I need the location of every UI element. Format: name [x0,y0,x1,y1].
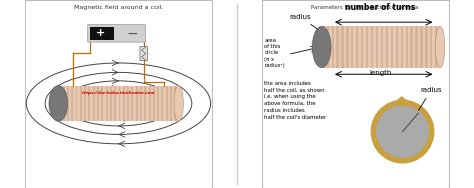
Bar [174,86,176,121]
Bar [386,26,388,68]
FancyBboxPatch shape [140,47,147,61]
Bar [346,26,348,68]
Text: length: length [370,70,392,77]
Bar [356,26,358,68]
Text: radius: radius [414,87,442,118]
Text: number of turns: number of turns [345,3,415,12]
Bar [90,27,114,40]
Bar [84,86,86,121]
Bar [401,26,403,68]
Bar [110,86,112,121]
Bar [366,26,368,68]
Text: +: + [96,28,105,38]
Bar [166,86,168,121]
Polygon shape [392,97,413,105]
Bar [157,86,159,121]
Bar [144,86,146,121]
Bar [131,86,133,121]
Bar [391,26,393,68]
Bar [381,26,383,68]
Text: https://dw-inductionheater.com: https://dw-inductionheater.com [82,91,155,95]
Bar [162,86,164,121]
Ellipse shape [312,26,331,68]
Bar [331,26,334,68]
Ellipse shape [436,26,445,68]
Bar [170,86,172,121]
Text: Parameters for the inductance formula: Parameters for the inductance formula [311,5,419,10]
Text: −: − [127,26,138,40]
Bar [435,26,438,68]
Ellipse shape [49,86,68,121]
Bar [420,26,423,68]
Ellipse shape [174,86,183,121]
FancyBboxPatch shape [88,25,146,42]
Bar [415,26,418,68]
Bar [337,26,339,68]
Bar [118,86,120,121]
Bar [327,26,329,68]
Ellipse shape [371,100,435,164]
Bar [63,86,64,121]
Ellipse shape [376,105,429,158]
Text: area
of this
circle
(π x
radius²): area of this circle (π x radius²) [264,38,285,68]
Text: radius: radius [290,14,320,31]
Text: Magnetic field around a coil.: Magnetic field around a coil. [74,5,163,10]
Bar [136,86,137,121]
Bar [67,86,69,121]
Bar [430,26,432,68]
Bar [396,26,398,68]
Bar [58,86,179,121]
Bar [322,26,440,68]
Bar [351,26,354,68]
Bar [140,86,142,121]
Bar [97,86,99,121]
Bar [114,86,116,121]
Bar [341,26,344,68]
Text: the area includes
half the coil, as shown
i.e. when using the
above formula, the: the area includes half the coil, as show… [264,81,327,120]
Bar [361,26,364,68]
Bar [101,86,103,121]
Bar [371,26,373,68]
Bar [123,86,125,121]
Bar [75,86,77,121]
Bar [406,26,408,68]
Bar [80,86,82,121]
Bar [93,86,95,121]
Bar [376,26,378,68]
Bar [148,86,151,121]
Bar [71,86,73,121]
Bar [153,86,155,121]
Bar [425,26,428,68]
Bar [127,86,129,121]
Bar [322,26,324,68]
Bar [410,26,413,68]
Bar [106,86,108,121]
Bar [58,86,60,121]
Bar [89,86,91,121]
